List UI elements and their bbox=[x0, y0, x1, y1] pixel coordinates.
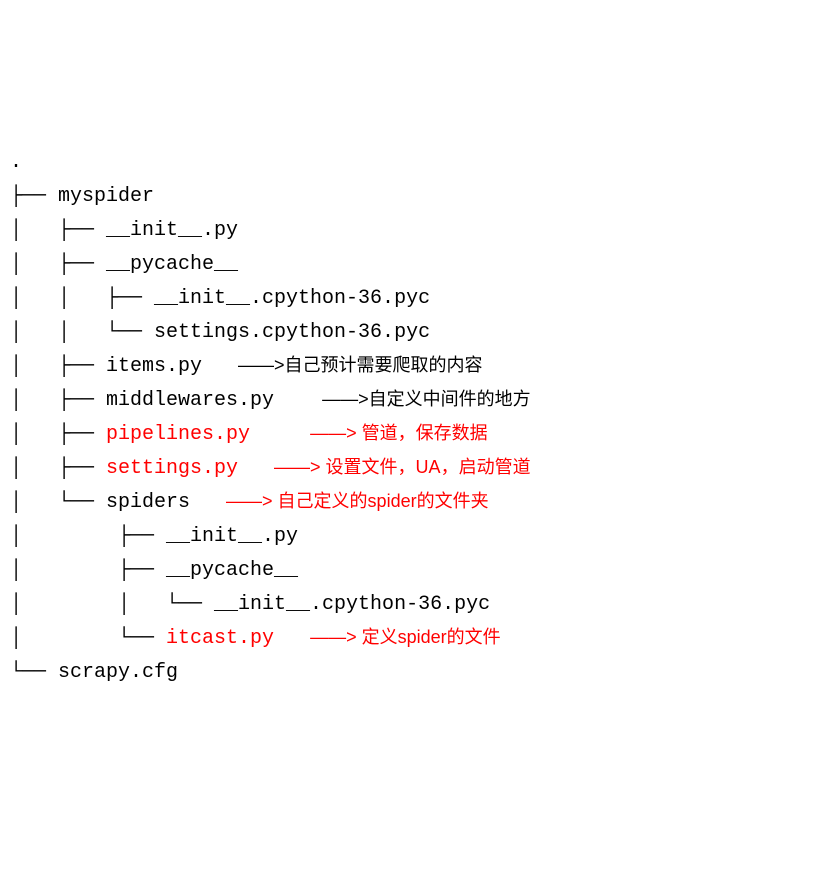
tree-text: │ ├── __pycache__ bbox=[10, 559, 298, 582]
tree-line: │ ├── pipelines.py ——> 管道，保存数据 bbox=[10, 418, 807, 452]
tree-text: itcast.py bbox=[166, 627, 310, 650]
tree-line: . bbox=[10, 146, 807, 180]
tree-annotation: ——> 定义spider的文件 bbox=[310, 627, 501, 647]
tree-text: pipelines.py bbox=[106, 423, 310, 446]
tree-text: . bbox=[10, 151, 22, 174]
tree-line: ├── myspider bbox=[10, 180, 807, 214]
tree-annotation: ——> 管道，保存数据 bbox=[310, 423, 488, 443]
tree-text: │ ├── __pycache__ bbox=[10, 253, 238, 276]
tree-line: │ │ ├── __init__.cpython-36.pyc bbox=[10, 282, 807, 316]
directory-tree: . ├── myspider │ ├── __init__.py │ ├── __py… bbox=[10, 146, 807, 690]
tree-line: │ └── spiders ——> 自己定义的spider的文件夹 bbox=[10, 486, 807, 520]
tree-line: └── scrapy.cfg bbox=[10, 656, 807, 690]
tree-text: │ └── bbox=[10, 627, 166, 650]
tree-text: │ └── spiders bbox=[10, 491, 226, 514]
tree-text: │ │ └── __init__.cpython-36.pyc bbox=[10, 593, 490, 616]
tree-text: └── scrapy.cfg bbox=[10, 661, 178, 684]
tree-line: │ ├── __pycache__ bbox=[10, 554, 807, 588]
tree-annotation: ——> 设置文件，UA，启动管道 bbox=[274, 457, 531, 477]
tree-text: │ ├── __init__.py bbox=[10, 219, 238, 242]
tree-text: │ ├── __init__.py bbox=[10, 525, 298, 548]
tree-line: │ ├── settings.py ——> 设置文件，UA，启动管道 bbox=[10, 452, 807, 486]
tree-line: │ ├── __pycache__ bbox=[10, 248, 807, 282]
tree-line: │ ├── __init__.py bbox=[10, 214, 807, 248]
tree-line: │ │ └── settings.cpython-36.pyc bbox=[10, 316, 807, 350]
tree-text: │ │ ├── __init__.cpython-36.pyc bbox=[10, 287, 430, 310]
tree-text: settings.py bbox=[106, 457, 274, 480]
tree-text: │ ├── middlewares.py bbox=[10, 389, 322, 412]
tree-annotation: ——> 自己定义的spider的文件夹 bbox=[226, 491, 489, 511]
tree-line: │ └── itcast.py ——> 定义spider的文件 bbox=[10, 622, 807, 656]
tree-text: │ ├── bbox=[10, 457, 106, 480]
tree-annotation: ——>自定义中间件的地方 bbox=[322, 389, 531, 409]
tree-annotation: ——>自己预计需要爬取的内容 bbox=[238, 355, 483, 375]
tree-line: │ ├── __init__.py bbox=[10, 520, 807, 554]
tree-line: │ ├── items.py ——>自己预计需要爬取的内容 bbox=[10, 350, 807, 384]
tree-text: │ ├── items.py bbox=[10, 355, 238, 378]
tree-line: │ │ └── __init__.cpython-36.pyc bbox=[10, 588, 807, 622]
tree-text: │ ├── bbox=[10, 423, 106, 446]
tree-text: ├── myspider bbox=[10, 185, 154, 208]
tree-text: │ │ └── settings.cpython-36.pyc bbox=[10, 321, 430, 344]
tree-line: │ ├── middlewares.py ——>自定义中间件的地方 bbox=[10, 384, 807, 418]
